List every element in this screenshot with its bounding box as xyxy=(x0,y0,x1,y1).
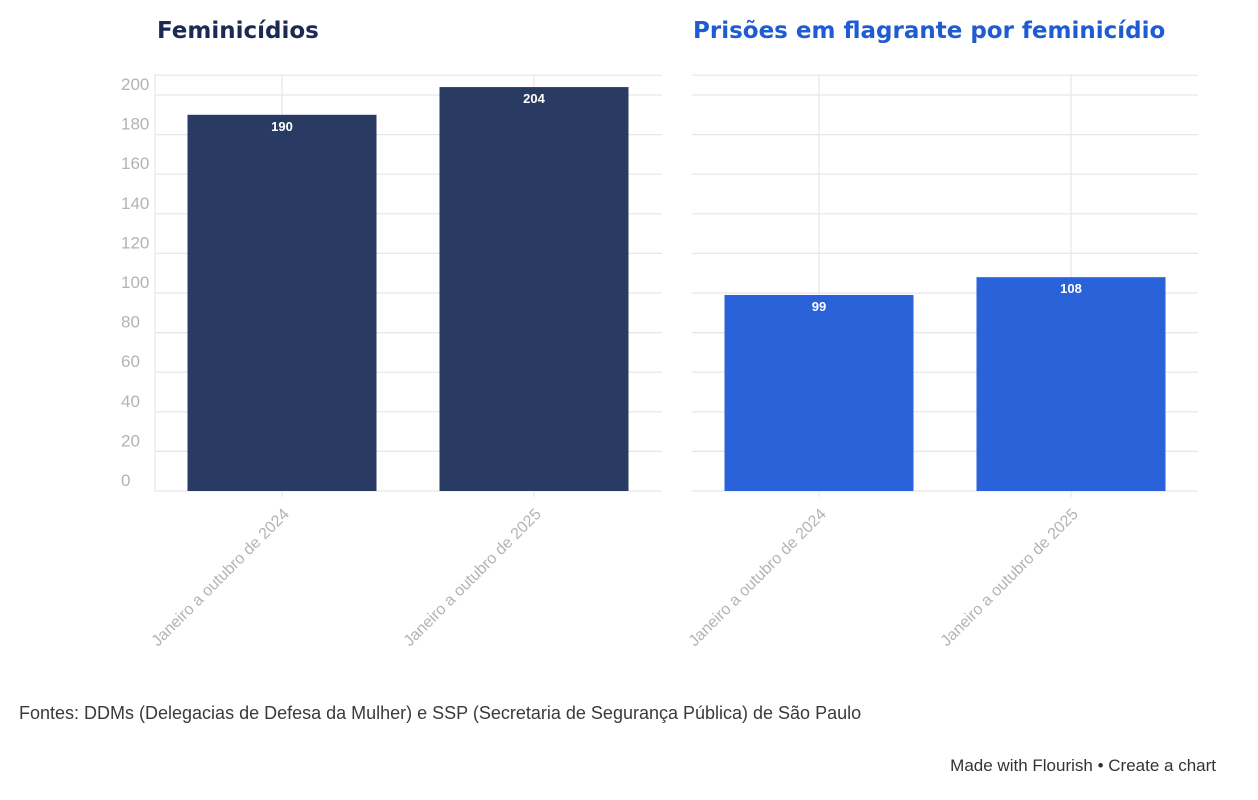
y-tick-label: 200 xyxy=(121,75,149,94)
y-tick-label: 100 xyxy=(121,273,149,292)
chart-title-prisoes: Prisões em flagrante por feminicídio xyxy=(693,18,1165,44)
source-note: Fontes: DDMs (Delegacias de Defesa da Mu… xyxy=(19,703,862,723)
y-tick-label: 40 xyxy=(121,392,140,411)
chart-title-feminicidios: Feminicídios xyxy=(157,18,319,44)
bar[interactable] xyxy=(439,87,629,491)
chart-panel-feminicidios: 0 20 40 60 80 100 120 140 160 180 200 190 Janeiro a … xyxy=(121,74,662,650)
create-chart-link[interactable]: Create a chart xyxy=(1108,756,1216,775)
x-category-label: Janeiro a outubro de 2025 xyxy=(401,506,545,650)
y-tick-label: 20 xyxy=(121,431,140,450)
bar-value-label: 190 xyxy=(271,119,293,134)
bar[interactable] xyxy=(976,277,1166,491)
flourish-credits: Made with Flourish • Create a chart xyxy=(950,756,1216,776)
bar-value-label: 108 xyxy=(1060,281,1082,296)
bar[interactable] xyxy=(187,114,377,492)
y-tick-label: 180 xyxy=(121,115,149,134)
y-tick-label: 0 xyxy=(121,471,130,490)
x-category-label: Janeiro a outubro de 2024 xyxy=(149,506,293,650)
made-with-flourish-link[interactable]: Made with Flourish xyxy=(950,756,1093,775)
y-tick-label: 60 xyxy=(121,352,140,371)
chart-panel-prisoes: 99 Janeiro a outubro de 2024 108 Janeiro a … xyxy=(686,74,1198,650)
bar-value-label: 99 xyxy=(812,299,826,314)
y-tick-label: 80 xyxy=(121,313,140,332)
bar[interactable] xyxy=(724,294,914,491)
bar-value-label: 204 xyxy=(523,91,545,106)
x-category-label: Janeiro a outubro de 2025 xyxy=(938,506,1082,650)
y-tick-label: 120 xyxy=(121,233,149,252)
x-category-label: Janeiro a outubro de 2024 xyxy=(686,506,830,650)
y-tick-label: 140 xyxy=(121,194,149,213)
y-tick-label: 160 xyxy=(121,154,149,173)
credits-separator: • xyxy=(1097,756,1104,775)
